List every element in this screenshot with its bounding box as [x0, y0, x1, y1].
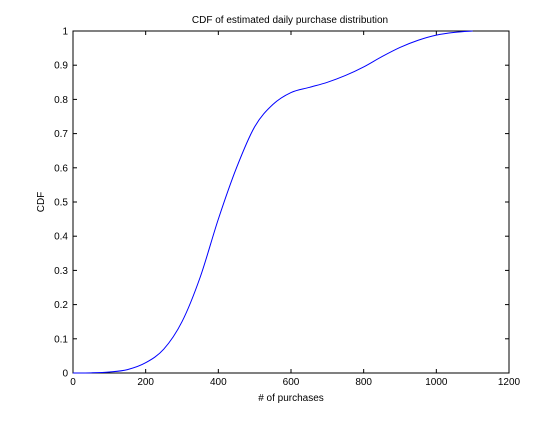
- x-tick-label: 800: [355, 377, 372, 388]
- y-tick-label: 0.7: [54, 129, 68, 140]
- x-tick-label: 1000: [425, 377, 448, 388]
- x-tick-label: 600: [283, 377, 300, 388]
- x-tick-label: 400: [210, 377, 227, 388]
- y-tick-label: 0.5: [54, 198, 68, 209]
- y-tick-label: 0.6: [54, 163, 68, 174]
- chart-title: CDF of estimated daily purchase distribu…: [192, 15, 388, 26]
- plot-area: [72, 30, 510, 374]
- x-tick-label: 200: [137, 377, 154, 388]
- x-tick-label: 0: [70, 377, 76, 388]
- y-tick-label: 0.4: [54, 232, 68, 243]
- y-axis-ticks: 0 0.1 0.2 0.3 0.4 0.5 0.6 0.7 0.8 0.9 1: [54, 27, 509, 380]
- series-group: [72, 30, 473, 374]
- x-axis-label: # of purchases: [258, 393, 324, 404]
- y-tick-label: 0.2: [54, 300, 68, 311]
- x-tick-label: 1200: [498, 377, 521, 388]
- y-tick-label: 0.9: [54, 61, 68, 72]
- y-tick-label: 0: [62, 369, 68, 380]
- y-axis-label: CDF: [36, 192, 47, 213]
- y-tick-label: 0.3: [54, 266, 68, 277]
- cdf-line: [72, 30, 473, 374]
- x-axis-ticks: 0 200 400 600 800 1000 1200: [70, 31, 521, 388]
- y-tick-label: 1: [62, 27, 68, 38]
- y-tick-label: 0.1: [54, 334, 68, 345]
- y-tick-label: 0.8: [54, 95, 68, 106]
